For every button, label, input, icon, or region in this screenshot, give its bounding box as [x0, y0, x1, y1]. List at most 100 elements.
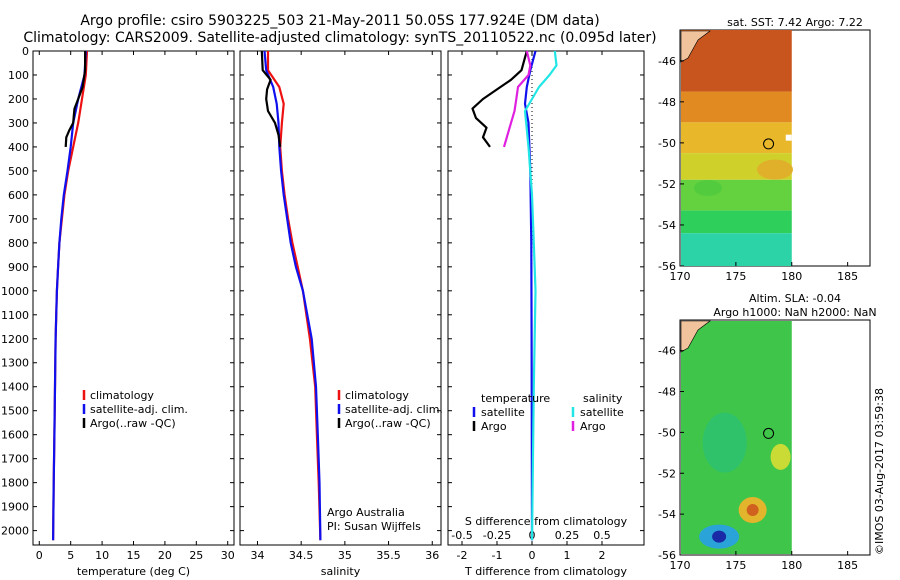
x-tick-label: 2	[599, 549, 606, 562]
figure-title-line2: Climatology: CARS2009. Satellite-adjuste…	[23, 30, 657, 46]
x-tick-label: 20	[158, 549, 172, 562]
x-tick-label: 170	[670, 559, 691, 572]
sla-map-title-line2: Argo h1000: NaN h2000: NaN	[713, 306, 877, 319]
y-tick-label: -50	[658, 137, 676, 150]
x-tick-label: -1	[492, 549, 503, 562]
x-tick-label: 180	[781, 559, 802, 572]
sst-band	[681, 122, 792, 154]
y-tick-label: -52	[658, 178, 676, 191]
x-axis-label: temperature (deg C)	[77, 565, 190, 578]
x-tick-label: 25	[189, 549, 203, 562]
difference-panel: -2 -1 0 1 2 T difference from climatology S di…	[447, 50, 645, 578]
y-tick-label: 1800	[1, 477, 29, 490]
legend-label: Argo	[481, 420, 507, 433]
x-tick-label: 175	[725, 559, 746, 572]
y-tick-label: 1000	[1, 285, 29, 298]
x-tick-label: 0	[36, 549, 43, 562]
y-tick-label: -56	[658, 549, 676, 562]
legend-label: satellite	[481, 406, 525, 419]
plot-frame	[447, 50, 645, 546]
y-tick-label: -54	[658, 508, 676, 521]
y-tick-label: -54	[658, 219, 676, 232]
x-tick-label: 175	[725, 270, 746, 283]
sst-band	[681, 30, 792, 92]
sst-band	[681, 91, 792, 123]
sla-patch	[702, 412, 747, 473]
y-tick-label: -46	[658, 55, 676, 68]
series-line-argo	[502, 50, 532, 148]
y-tick-label: -56	[658, 260, 676, 273]
x-tick-label: 10	[95, 549, 109, 562]
y-tick-label: 1600	[1, 429, 29, 442]
secondary-axis-label: S difference from climatology	[465, 515, 628, 528]
x-tick-label: 1	[564, 549, 571, 562]
sst-patch	[693, 180, 722, 197]
y-tick-label: -52	[658, 467, 676, 480]
x-tick-label: 5	[67, 549, 74, 562]
legend-label: Argo(..raw -QC)	[90, 417, 176, 430]
figure-title-line1: Argo profile: csiro 5903225_503 21-May-2…	[80, 13, 600, 29]
y-tick-label: 700	[8, 213, 29, 226]
plot-frame	[32, 50, 235, 546]
y-tick-label: 100	[8, 69, 29, 82]
y-tick-label: 0	[22, 45, 29, 58]
sst-patch	[757, 159, 793, 180]
y-tick-label: -50	[658, 426, 676, 439]
x-tick-label: 30	[221, 549, 235, 562]
x-tick-label: -2	[457, 549, 468, 562]
y-tick-label: 500	[8, 165, 29, 178]
x-tick-label: 185	[837, 270, 858, 283]
x-tick-label: 35.5	[376, 549, 401, 562]
secondary-tick-label: 0.5	[593, 529, 611, 542]
y-tick-label: 1400	[1, 381, 29, 394]
sla-patch	[712, 530, 727, 543]
y-tick-label: 800	[8, 237, 29, 250]
x-tick-label: 35	[338, 549, 352, 562]
y-tick-label: 900	[8, 261, 29, 274]
y-tick-label: 1900	[1, 501, 29, 514]
sla-map: 170 175 180 185 -46 -48 -50 -52 -54 -56	[658, 319, 871, 572]
secondary-tick-label: 0.25	[555, 529, 580, 542]
sst-map-title: sat. SST: 7.42 Argo: 7.22	[727, 16, 863, 29]
float-position-marker	[763, 138, 775, 150]
legend-title-temperature: temperature	[481, 392, 550, 405]
x-tick-label: 0	[529, 549, 536, 562]
plot-frame	[239, 50, 442, 546]
land-polygon	[680, 30, 711, 63]
legend-label: satellite-adj. clim.	[345, 403, 443, 416]
y-tick-label: 200	[8, 93, 29, 106]
y-tick-label: -48	[658, 386, 676, 399]
secondary-tick-label: -0.5	[451, 529, 472, 542]
annotation-text: PI: Susan Wijffels	[327, 520, 421, 533]
y-tick-label: 1300	[1, 357, 29, 370]
x-tick-label: 180	[781, 270, 802, 283]
legend-label: Argo	[580, 420, 606, 433]
series-line-argo-raw-qc	[260, 50, 282, 148]
no-data-patch	[785, 134, 792, 141]
series-line-satellite	[523, 50, 558, 541]
x-axis-label: salinity	[321, 565, 361, 578]
y-tick-label: 1700	[1, 453, 29, 466]
sla-map-title-line1: Altim. SLA: -0.04	[748, 292, 842, 305]
y-tick-label: -46	[658, 345, 676, 358]
y-tick-label: 600	[8, 189, 29, 202]
y-tick-label: 400	[8, 141, 29, 154]
sla-patch	[746, 504, 759, 517]
x-tick-label: 15	[127, 549, 141, 562]
annotation-text: Argo Australia	[327, 506, 405, 519]
series-line-argo-raw-qc	[64, 51, 87, 147]
legend-label: satellite-adj. clim.	[90, 403, 188, 416]
temperature-panel: 0100200300400500600700800900100011001200…	[1, 45, 235, 578]
y-tick-label: 2000	[1, 525, 29, 538]
series-line-satellite-adj-clim	[52, 50, 87, 541]
legend-label: climatology	[90, 389, 154, 402]
x-tick-label: 36	[425, 549, 439, 562]
sst-band	[681, 233, 792, 266]
land-polygon	[680, 320, 711, 353]
secondary-tick-label: -0.25	[483, 529, 511, 542]
x-axis-label: T difference from climatology	[464, 565, 627, 578]
y-tick-label: 1200	[1, 333, 29, 346]
y-tick-label: 1100	[1, 309, 29, 322]
legend-title-salinity: salinity	[583, 392, 623, 405]
